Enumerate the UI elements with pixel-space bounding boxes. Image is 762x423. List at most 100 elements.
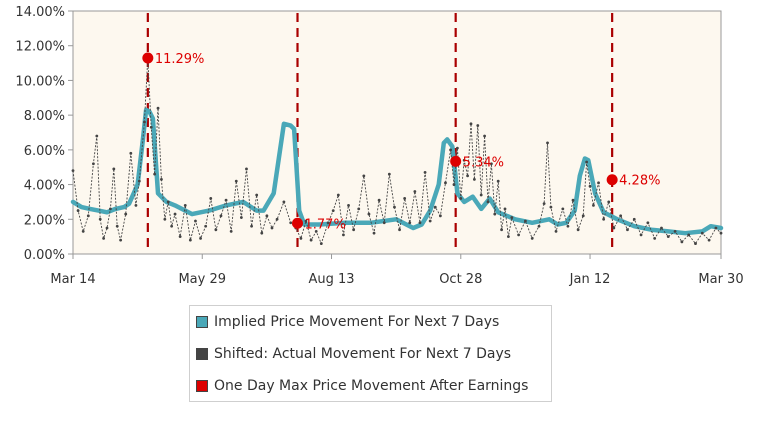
- series-actual-point: [314, 230, 318, 233]
- series-actual-point: [469, 122, 473, 126]
- series-actual-point: [428, 219, 432, 223]
- series-actual-point: [517, 233, 521, 237]
- series-actual-point: [309, 238, 313, 242]
- series-actual-point: [342, 233, 345, 237]
- series-actual-point: [270, 226, 274, 230]
- legend-item-earnings[interactable]: One Day Max Price Movement After Earning…: [196, 376, 528, 396]
- series-actual-point: [459, 197, 463, 200]
- series-actual-point: [576, 228, 580, 232]
- series-actual-point: [71, 169, 75, 173]
- series-actual-point: [510, 216, 514, 219]
- earnings-point: [450, 155, 462, 167]
- legend-item-implied[interactable]: Implied Price Movement For Next 7 Days: [196, 312, 499, 332]
- series-actual-point: [304, 219, 308, 223]
- series-actual-point: [357, 207, 361, 211]
- series-actual-point: [496, 179, 500, 183]
- series-actual-point: [160, 177, 163, 181]
- series-actual-point: [472, 177, 476, 181]
- series-actual-point: [199, 236, 202, 240]
- series-actual-point: [503, 207, 507, 211]
- series-actual-point: [115, 224, 119, 228]
- series-actual-point: [331, 209, 335, 213]
- series-actual-point: [102, 236, 106, 240]
- series-actual-point: [229, 230, 233, 233]
- series-actual-point: [673, 230, 677, 233]
- series-actual-point: [408, 221, 412, 225]
- series-actual-point: [382, 221, 386, 225]
- series-actual-point: [105, 226, 109, 230]
- series-actual-point: [619, 214, 623, 218]
- x-tick-label: May 29: [178, 272, 226, 287]
- series-actual-point: [466, 174, 469, 178]
- series-actual-point: [86, 214, 90, 218]
- x-tick-label: Aug 13: [308, 272, 354, 287]
- series-actual-point: [153, 172, 157, 176]
- series-actual-point: [694, 242, 697, 245]
- series-actual-point: [336, 193, 340, 197]
- series-actual-point: [137, 179, 141, 183]
- series-actual-point: [95, 134, 99, 138]
- series-actual-point: [255, 193, 259, 197]
- series-actual-point: [398, 228, 401, 232]
- series-actual-point: [326, 221, 330, 225]
- series-actual-point: [275, 217, 279, 221]
- series-actual-point: [524, 219, 527, 223]
- series-actual-point: [403, 197, 407, 200]
- series-actual-point: [719, 231, 723, 235]
- series-actual-point: [387, 172, 391, 176]
- series-actual-point: [194, 219, 197, 223]
- series-actual-point: [486, 200, 490, 204]
- legend-swatch-actual: [196, 348, 208, 360]
- series-actual-point: [546, 141, 549, 145]
- legend-label-earnings: One Day Max Price Movement After Earning…: [214, 378, 529, 394]
- y-tick-label: 14.00%: [15, 5, 65, 20]
- y-tick-label: 6.00%: [24, 144, 65, 159]
- series-actual-point: [347, 204, 350, 207]
- series-actual-point: [653, 236, 657, 240]
- series-actual-point: [607, 200, 611, 204]
- series-actual-point: [143, 120, 146, 124]
- y-tick-label: 8.00%: [24, 109, 65, 124]
- series-actual-point: [81, 230, 85, 233]
- series-actual-point: [418, 221, 422, 225]
- series-actual-point: [234, 179, 238, 183]
- series-actual-point: [479, 193, 483, 197]
- series-actual-point: [204, 224, 208, 228]
- series-actual-point: [112, 167, 116, 171]
- series-actual-point: [149, 125, 153, 129]
- series-actual-point: [707, 238, 711, 242]
- series-actual-point: [219, 214, 223, 218]
- series-actual-point: [224, 198, 228, 202]
- series-actual-point: [352, 228, 356, 232]
- series-actual-point: [76, 209, 80, 213]
- earnings-point-label: 4.28%: [619, 174, 660, 189]
- legend-item-actual[interactable]: Shifted: Actual Movement For Next 7 Days: [196, 344, 511, 364]
- series-actual-line: [72, 57, 722, 245]
- series-actual-point: [423, 171, 427, 174]
- series-actual-point: [109, 207, 112, 211]
- series-actual-point: [566, 224, 570, 228]
- earnings-point-label: 1.77%: [305, 217, 346, 232]
- series-actual-point: [166, 200, 170, 204]
- series-actual-point: [260, 231, 264, 235]
- series-actual-point: [687, 233, 691, 237]
- series-actual-point: [134, 204, 138, 207]
- series-actual-point: [129, 151, 133, 155]
- series-actual-point: [585, 160, 589, 164]
- series-actual-point: [507, 235, 510, 239]
- series-actual-point: [433, 205, 437, 209]
- series-actual-point: [452, 183, 456, 186]
- x-tick-label: Oct 28: [439, 272, 482, 287]
- series-actual-point: [612, 226, 616, 230]
- series-actual-point: [571, 198, 575, 202]
- series-actual-point: [680, 240, 684, 244]
- series-actual-point: [714, 226, 718, 230]
- series-implied-line: [70, 107, 724, 236]
- series-actual-point: [602, 217, 606, 221]
- x-tick-label: Jan 12: [569, 272, 611, 287]
- series-actual-point: [156, 106, 160, 110]
- y-tick-label: 2.00%: [24, 213, 65, 228]
- series-actual-point: [462, 158, 466, 162]
